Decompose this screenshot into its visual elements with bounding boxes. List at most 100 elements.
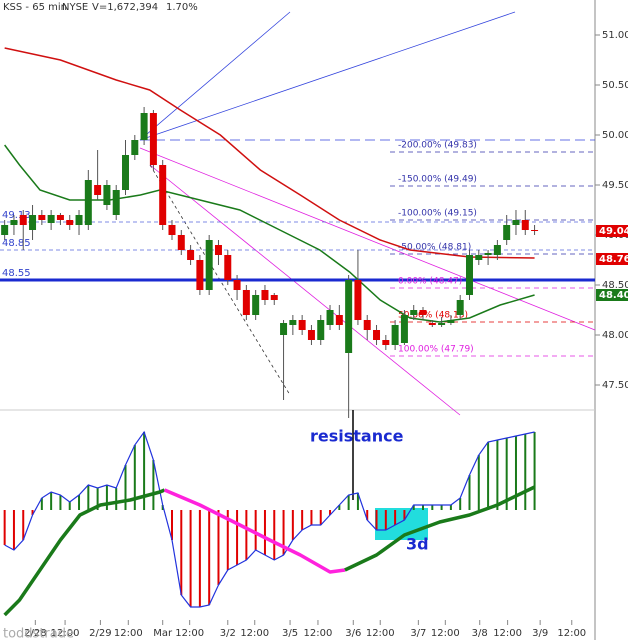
x-tick-label: Mar xyxy=(153,628,173,639)
candle-body xyxy=(270,295,278,300)
fib-label: -100.00% (49.15) xyxy=(398,209,477,219)
candle-body xyxy=(140,113,148,140)
candle-body xyxy=(345,280,353,353)
fib-label: 0.00% (48.47) xyxy=(398,277,462,287)
candle-body xyxy=(493,245,501,255)
candle-body xyxy=(335,315,343,325)
candle-body xyxy=(261,290,269,300)
y-tick-label: 51.00 xyxy=(602,30,628,41)
x-tick-label: 12:00 xyxy=(240,628,269,639)
trend-line xyxy=(139,11,291,141)
candle-body xyxy=(66,220,74,225)
x-tick-label: 2/29 xyxy=(89,628,111,639)
y-tick-label: 47.50 xyxy=(602,380,628,391)
candle-body xyxy=(326,310,334,325)
price-tag-label: 48.76 xyxy=(599,254,628,265)
x-tick-label: 3/7 xyxy=(410,628,426,639)
price-tag-label: 48.40 xyxy=(599,290,628,301)
signal-line xyxy=(344,485,536,572)
x-tick-label: 3/2 xyxy=(220,628,236,639)
volume: V=1,672,394 xyxy=(92,2,158,13)
x-tick-label: 12:00 xyxy=(366,628,395,639)
level-label: 49.13 xyxy=(2,210,31,221)
candle-body xyxy=(19,215,27,225)
candle-body xyxy=(363,320,371,330)
candle-body xyxy=(447,320,455,323)
x-tick-label: 3/9 xyxy=(532,628,548,639)
price-tag-label: 49.04 xyxy=(599,226,628,237)
candle-body xyxy=(382,340,390,345)
candle-body xyxy=(419,310,427,315)
fib-label: -50.00% (48.81) xyxy=(398,243,471,253)
x-tick-label: 3/6 xyxy=(345,628,361,639)
candle-body xyxy=(1,225,9,235)
candle-body xyxy=(214,245,222,255)
y-tick-label: 48.00 xyxy=(602,330,628,341)
candle-body xyxy=(391,325,399,345)
trend-line xyxy=(149,164,461,416)
candle-body xyxy=(122,155,130,190)
fib-label: -150.00% (49.49) xyxy=(398,175,477,185)
trend-line xyxy=(139,11,516,141)
histogram-outline xyxy=(4,430,535,608)
candle-body xyxy=(10,220,18,225)
y-tick-label: 50.00 xyxy=(602,130,628,141)
candle-body xyxy=(307,330,315,340)
price-tag xyxy=(596,253,628,265)
candle-body xyxy=(317,320,325,340)
candle-body xyxy=(187,250,195,260)
y-tick-label: 48.50 xyxy=(602,280,628,291)
candle-body xyxy=(75,215,83,225)
candle-body xyxy=(196,260,204,290)
highlight-box xyxy=(375,508,428,540)
trend-lines xyxy=(139,11,596,500)
candle-body xyxy=(103,185,111,205)
candle-body xyxy=(531,230,539,231)
x-tick-label: 12:00 xyxy=(493,628,522,639)
x-tick-label: 12:00 xyxy=(114,628,143,639)
candle-body xyxy=(224,255,232,280)
candle-body xyxy=(280,323,288,335)
candle-body xyxy=(29,215,37,230)
x-tick-label: 12:00 xyxy=(51,628,80,639)
candle-body xyxy=(400,315,408,343)
y-tick-label: 50.50 xyxy=(602,80,628,91)
x-tick-label: 3/5 xyxy=(282,628,298,639)
candle-body xyxy=(521,220,529,230)
price-tag xyxy=(596,225,628,237)
candle-body xyxy=(84,180,92,225)
candle-body xyxy=(47,215,55,223)
level-label: 48.85 xyxy=(2,238,31,249)
fib-label: -200.00% (49.83) xyxy=(398,141,477,151)
change: 1.70% xyxy=(166,2,198,13)
candle-body xyxy=(177,235,185,250)
level-label: 48.55 xyxy=(2,268,31,279)
price-tag xyxy=(596,289,628,301)
candle-body xyxy=(475,255,483,260)
moving-average xyxy=(4,47,535,259)
fib-label: 50.00% (48.13) xyxy=(398,311,468,321)
watermark: toddstrade xyxy=(3,627,74,640)
x-tick-label: 12:00 xyxy=(557,628,586,639)
candle-body xyxy=(149,113,157,165)
signal-line xyxy=(3,488,166,617)
annotation: resistance xyxy=(310,427,404,446)
x-tick-label: 12:00 xyxy=(304,628,333,639)
candle-body xyxy=(112,190,120,215)
candle-body xyxy=(410,310,418,315)
candle-body xyxy=(298,320,306,330)
signal-line xyxy=(163,488,346,574)
candle-body xyxy=(289,320,297,325)
candle-body xyxy=(38,215,46,220)
candle-body xyxy=(168,225,176,235)
x-tick-label: 2/28 xyxy=(24,628,46,639)
moving-average xyxy=(4,144,535,323)
x-tick-label: 12:00 xyxy=(431,628,460,639)
plot: 51.0050.5050.0049.5049.0048.5048.0047.50… xyxy=(0,30,628,639)
candle-body xyxy=(373,330,381,340)
candle-body xyxy=(456,300,464,315)
candle-body xyxy=(512,220,520,225)
annotation: 3d xyxy=(406,535,429,554)
